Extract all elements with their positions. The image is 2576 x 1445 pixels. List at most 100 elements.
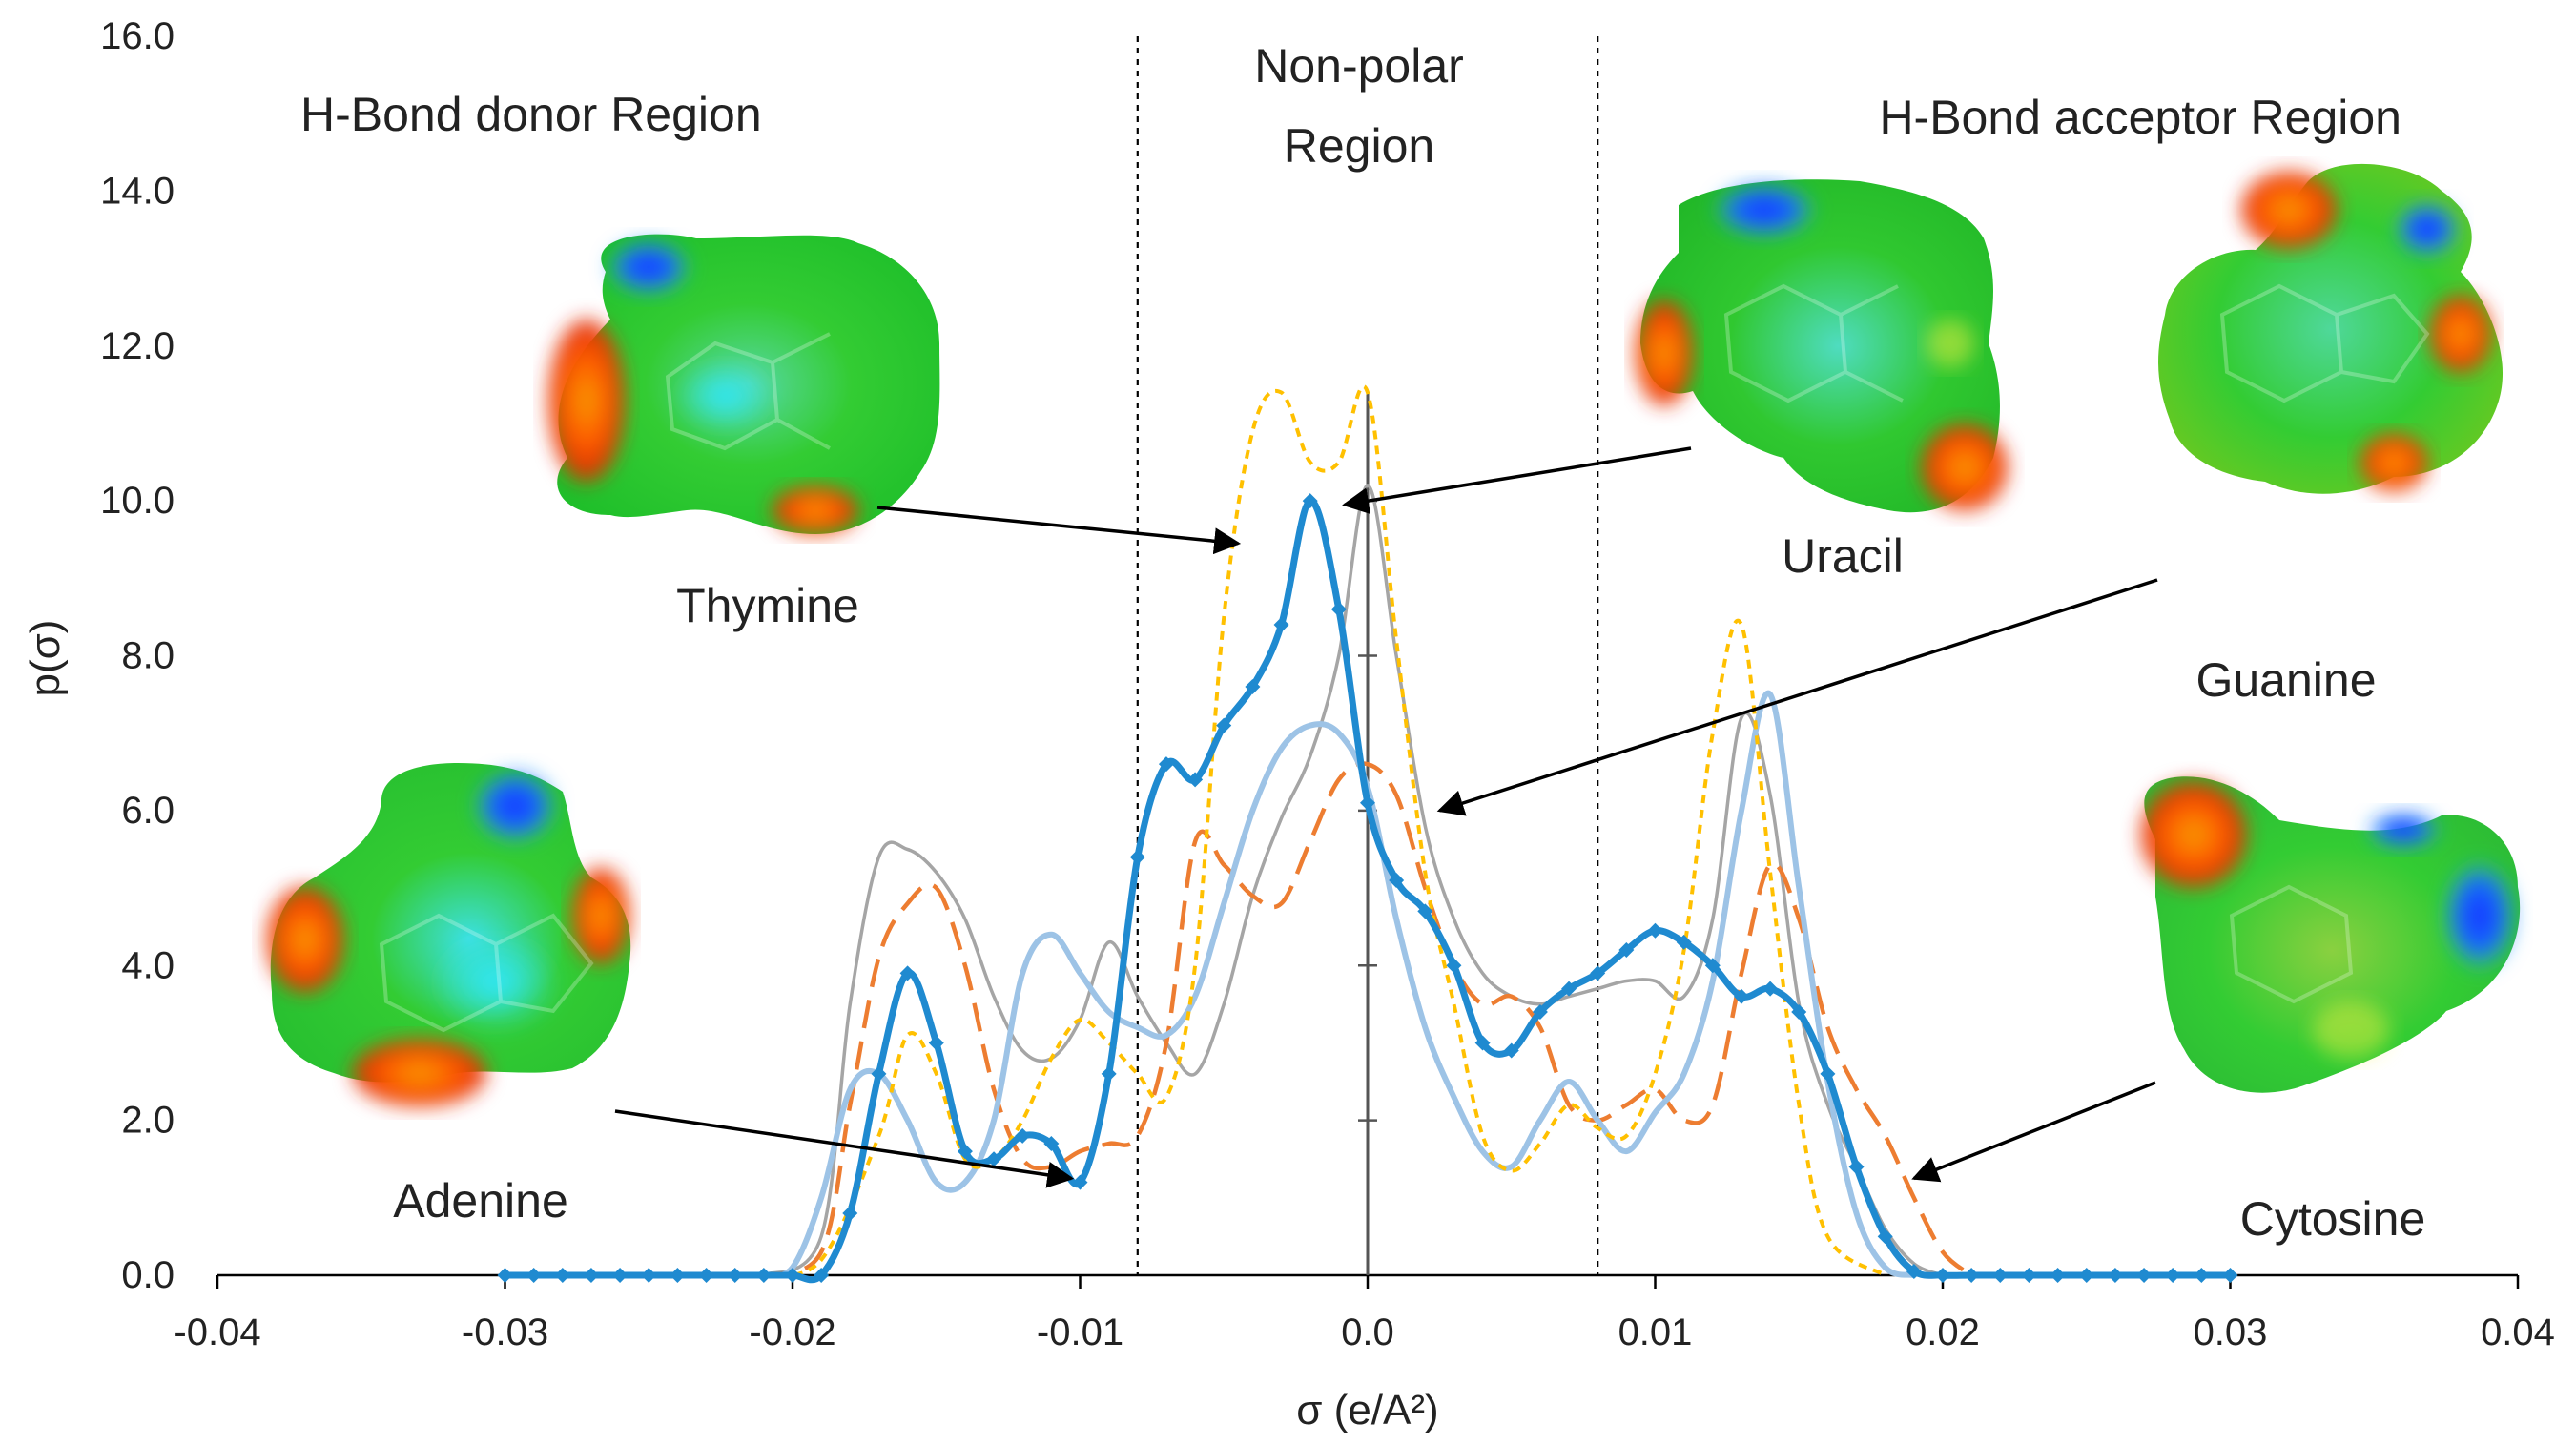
data-point-marker bbox=[1906, 1263, 1922, 1279]
guanine-arrow bbox=[1436, 578, 2158, 816]
data-point-marker bbox=[2021, 1268, 2037, 1283]
guanine-label: Guanine bbox=[2195, 653, 2376, 707]
data-point-marker bbox=[1360, 795, 1375, 811]
data-point-marker bbox=[957, 1144, 973, 1160]
region-acceptor-label: H-Bond acceptor Region bbox=[1879, 91, 2401, 144]
data-point-marker bbox=[1848, 1159, 1865, 1175]
data-point-marker bbox=[785, 1268, 800, 1283]
adenine-surface-image bbox=[267, 763, 631, 1106]
data-point-marker bbox=[1820, 1065, 1836, 1082]
data-point-marker bbox=[1762, 981, 1779, 997]
series-line-guanine bbox=[762, 484, 1945, 1277]
data-point-marker bbox=[1532, 1003, 1548, 1020]
y-tick-label: 6.0 bbox=[121, 790, 175, 832]
data-point-marker bbox=[1791, 1003, 1807, 1020]
series-uracil bbox=[763, 384, 1886, 1278]
x-tick-label: -0.02 bbox=[749, 1311, 835, 1353]
region-nonpolar-label-2: Region bbox=[1284, 119, 1434, 173]
data-point-marker bbox=[1129, 849, 1145, 865]
y-tick-label: 2.0 bbox=[121, 1100, 175, 1142]
cytosine-arrow bbox=[1911, 1081, 2156, 1183]
data-point-marker bbox=[1015, 1127, 1031, 1144]
data-point-marker bbox=[526, 1268, 542, 1283]
y-tick-label: 14.0 bbox=[100, 170, 175, 212]
data-point-marker bbox=[554, 1268, 570, 1283]
series-guanine bbox=[762, 484, 1945, 1277]
data-point-marker bbox=[698, 1268, 714, 1283]
x-tick-label: 0.03 bbox=[2194, 1311, 2268, 1353]
data-point-marker bbox=[1446, 958, 1462, 974]
thymine-label: Thymine bbox=[676, 579, 859, 632]
uracil-label: Uracil bbox=[1782, 529, 1904, 583]
region-nonpolar-label-1: Non-polar bbox=[1254, 39, 1464, 93]
data-point-marker bbox=[842, 1206, 858, 1222]
data-point-marker bbox=[1474, 1035, 1491, 1051]
data-point-marker bbox=[986, 1151, 1002, 1167]
data-point-marker bbox=[2050, 1268, 2066, 1283]
guanine-surface-image bbox=[2158, 163, 2504, 494]
data-point-marker bbox=[641, 1268, 657, 1283]
region-donor-label: H-Bond donor Region bbox=[300, 88, 762, 141]
series-thymine bbox=[497, 493, 2238, 1284]
data-point-marker bbox=[871, 1065, 887, 1082]
data-point-marker bbox=[1101, 1065, 1117, 1082]
data-point-marker bbox=[1992, 1268, 2009, 1283]
data-point-marker bbox=[1733, 988, 1749, 1004]
series-line-cytosine bbox=[763, 761, 1973, 1278]
annotation-arrows-layer bbox=[614, 446, 2158, 1188]
x-tick-label: -0.01 bbox=[1037, 1311, 1123, 1353]
data-point-marker bbox=[1704, 958, 1721, 974]
cytosine-surface-image bbox=[2141, 776, 2521, 1093]
uracil-arrow bbox=[1342, 446, 1692, 514]
data-point-marker bbox=[1561, 981, 1577, 997]
data-point-marker bbox=[727, 1268, 743, 1283]
data-point-marker bbox=[1245, 678, 1261, 694]
data-point-marker bbox=[1043, 1135, 1060, 1151]
axes-layer: -0.04 -0.03 -0.02 -0.01 0.0 0.01 0.02 0.03 0.04 0… bbox=[22, 15, 2555, 1434]
data-point-marker bbox=[2107, 1268, 2123, 1283]
x-tick-label: -0.04 bbox=[174, 1311, 260, 1353]
data-point-marker bbox=[1877, 1228, 1893, 1245]
adenine-arrow bbox=[614, 1109, 1075, 1188]
y-tick-label: 16.0 bbox=[100, 15, 175, 57]
data-point-marker bbox=[2165, 1268, 2181, 1283]
data-point-marker bbox=[612, 1268, 629, 1283]
data-point-marker bbox=[814, 1268, 830, 1283]
x-axis-title: σ (e/A²) bbox=[1296, 1387, 1438, 1434]
y-tick-label: 10.0 bbox=[100, 480, 175, 522]
y-axis-title: p(σ) bbox=[22, 620, 69, 697]
x-tick-label: 0.04 bbox=[2481, 1311, 2555, 1353]
y-tick-label: 12.0 bbox=[100, 325, 175, 367]
x-tick-label: -0.03 bbox=[462, 1311, 548, 1353]
data-point-marker bbox=[1618, 942, 1635, 959]
x-tick-label: 0.01 bbox=[1618, 1311, 1693, 1353]
data-point-marker bbox=[1417, 903, 1433, 919]
data-point-marker bbox=[2078, 1268, 2094, 1283]
data-point-marker bbox=[1072, 1174, 1088, 1190]
data-point-marker bbox=[1647, 922, 1663, 939]
y-tick-label: 4.0 bbox=[121, 944, 175, 986]
x-tick-label: 0.02 bbox=[1906, 1311, 1980, 1353]
data-point-marker bbox=[928, 1035, 944, 1051]
y-tick-label: 8.0 bbox=[121, 635, 175, 677]
data-point-marker bbox=[2222, 1268, 2238, 1283]
data-point-marker bbox=[1935, 1268, 1950, 1283]
y-tick-label: 0.0 bbox=[121, 1254, 175, 1296]
data-point-marker bbox=[1330, 601, 1347, 617]
thymine-arrow bbox=[876, 506, 1242, 555]
data-point-marker bbox=[1187, 772, 1204, 788]
data-point-marker bbox=[1216, 717, 1232, 733]
data-point-marker bbox=[1964, 1268, 1980, 1283]
adenine-label: Adenine bbox=[393, 1174, 568, 1228]
data-point-marker bbox=[1676, 934, 1692, 950]
thymine-surface-image bbox=[548, 234, 940, 534]
data-point-marker bbox=[1389, 872, 1405, 888]
data-point-marker bbox=[583, 1268, 599, 1283]
data-point-marker bbox=[2194, 1268, 2210, 1283]
cytosine-label: Cytosine bbox=[2240, 1192, 2426, 1246]
series-layer bbox=[497, 384, 2238, 1284]
data-point-marker bbox=[670, 1268, 686, 1283]
data-point-marker bbox=[1302, 493, 1318, 509]
